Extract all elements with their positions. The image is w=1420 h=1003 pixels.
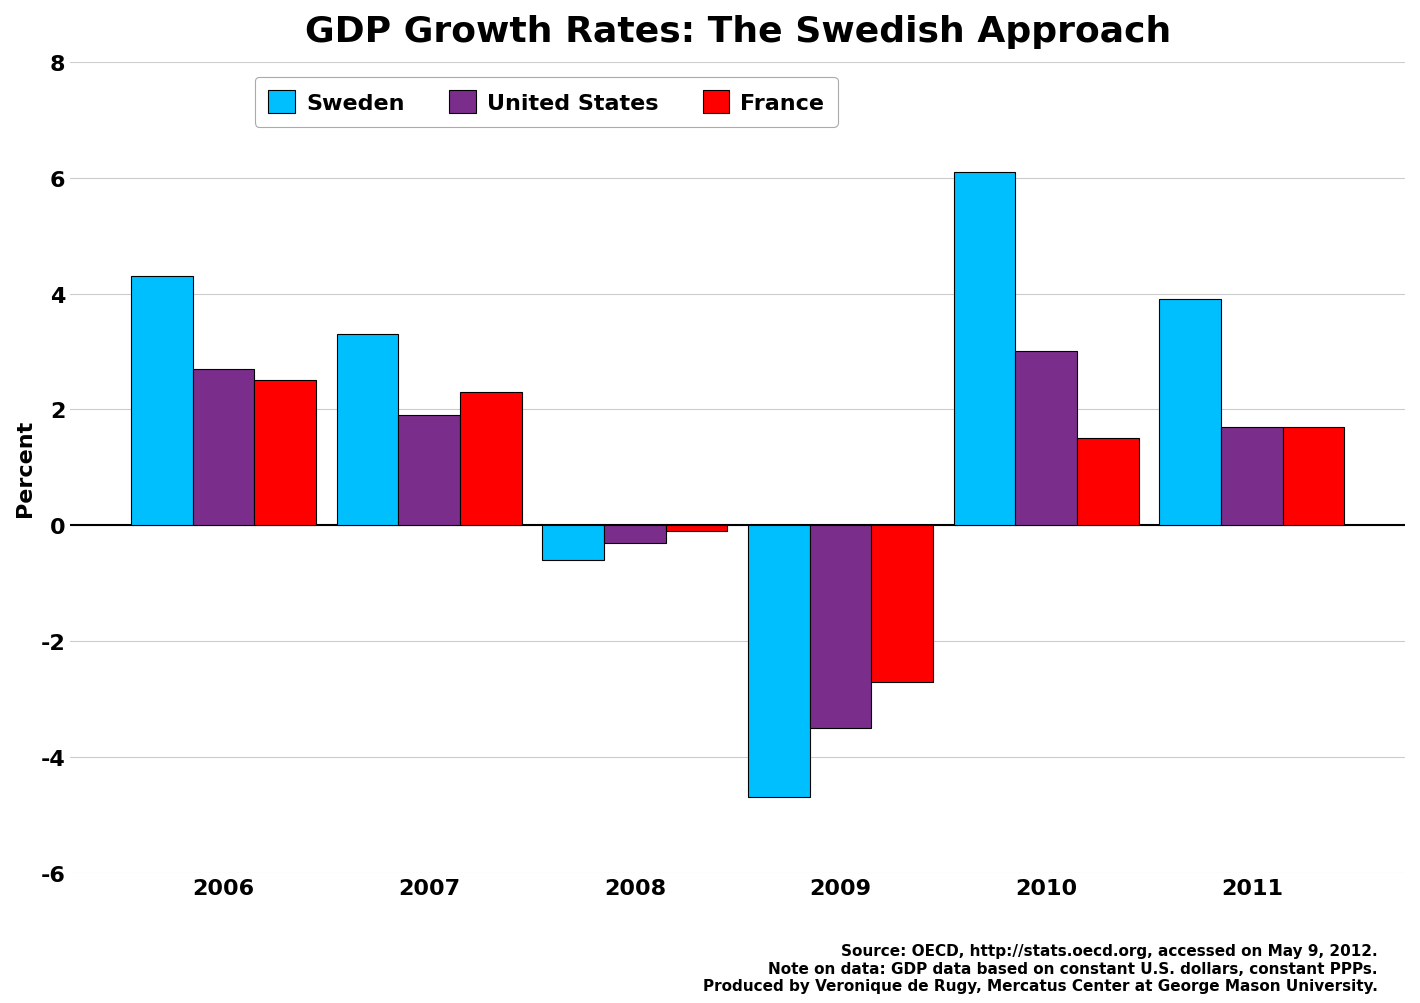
- Bar: [460, 392, 521, 526]
- Bar: [1282, 427, 1345, 526]
- Bar: [872, 526, 933, 682]
- Bar: [954, 173, 1015, 526]
- Bar: [399, 416, 460, 526]
- Bar: [748, 526, 809, 797]
- Bar: [1076, 439, 1139, 526]
- Bar: [542, 526, 604, 561]
- Bar: [1221, 427, 1282, 526]
- Bar: [809, 526, 872, 728]
- Bar: [131, 277, 193, 526]
- Bar: [604, 526, 666, 543]
- Title: GDP Growth Rates: The Swedish Approach: GDP Growth Rates: The Swedish Approach: [304, 15, 1170, 49]
- Legend: Sweden, United States, France: Sweden, United States, France: [256, 78, 838, 127]
- Bar: [254, 381, 317, 526]
- Bar: [193, 369, 254, 526]
- Bar: [337, 335, 399, 526]
- Bar: [1159, 300, 1221, 526]
- Bar: [1015, 352, 1076, 526]
- Bar: [666, 526, 727, 532]
- Y-axis label: Percent: Percent: [16, 419, 36, 517]
- Text: Source: OECD, http://stats.oecd.org, accessed on May 9, 2012.
Note on data: GDP : Source: OECD, http://stats.oecd.org, acc…: [703, 943, 1377, 993]
